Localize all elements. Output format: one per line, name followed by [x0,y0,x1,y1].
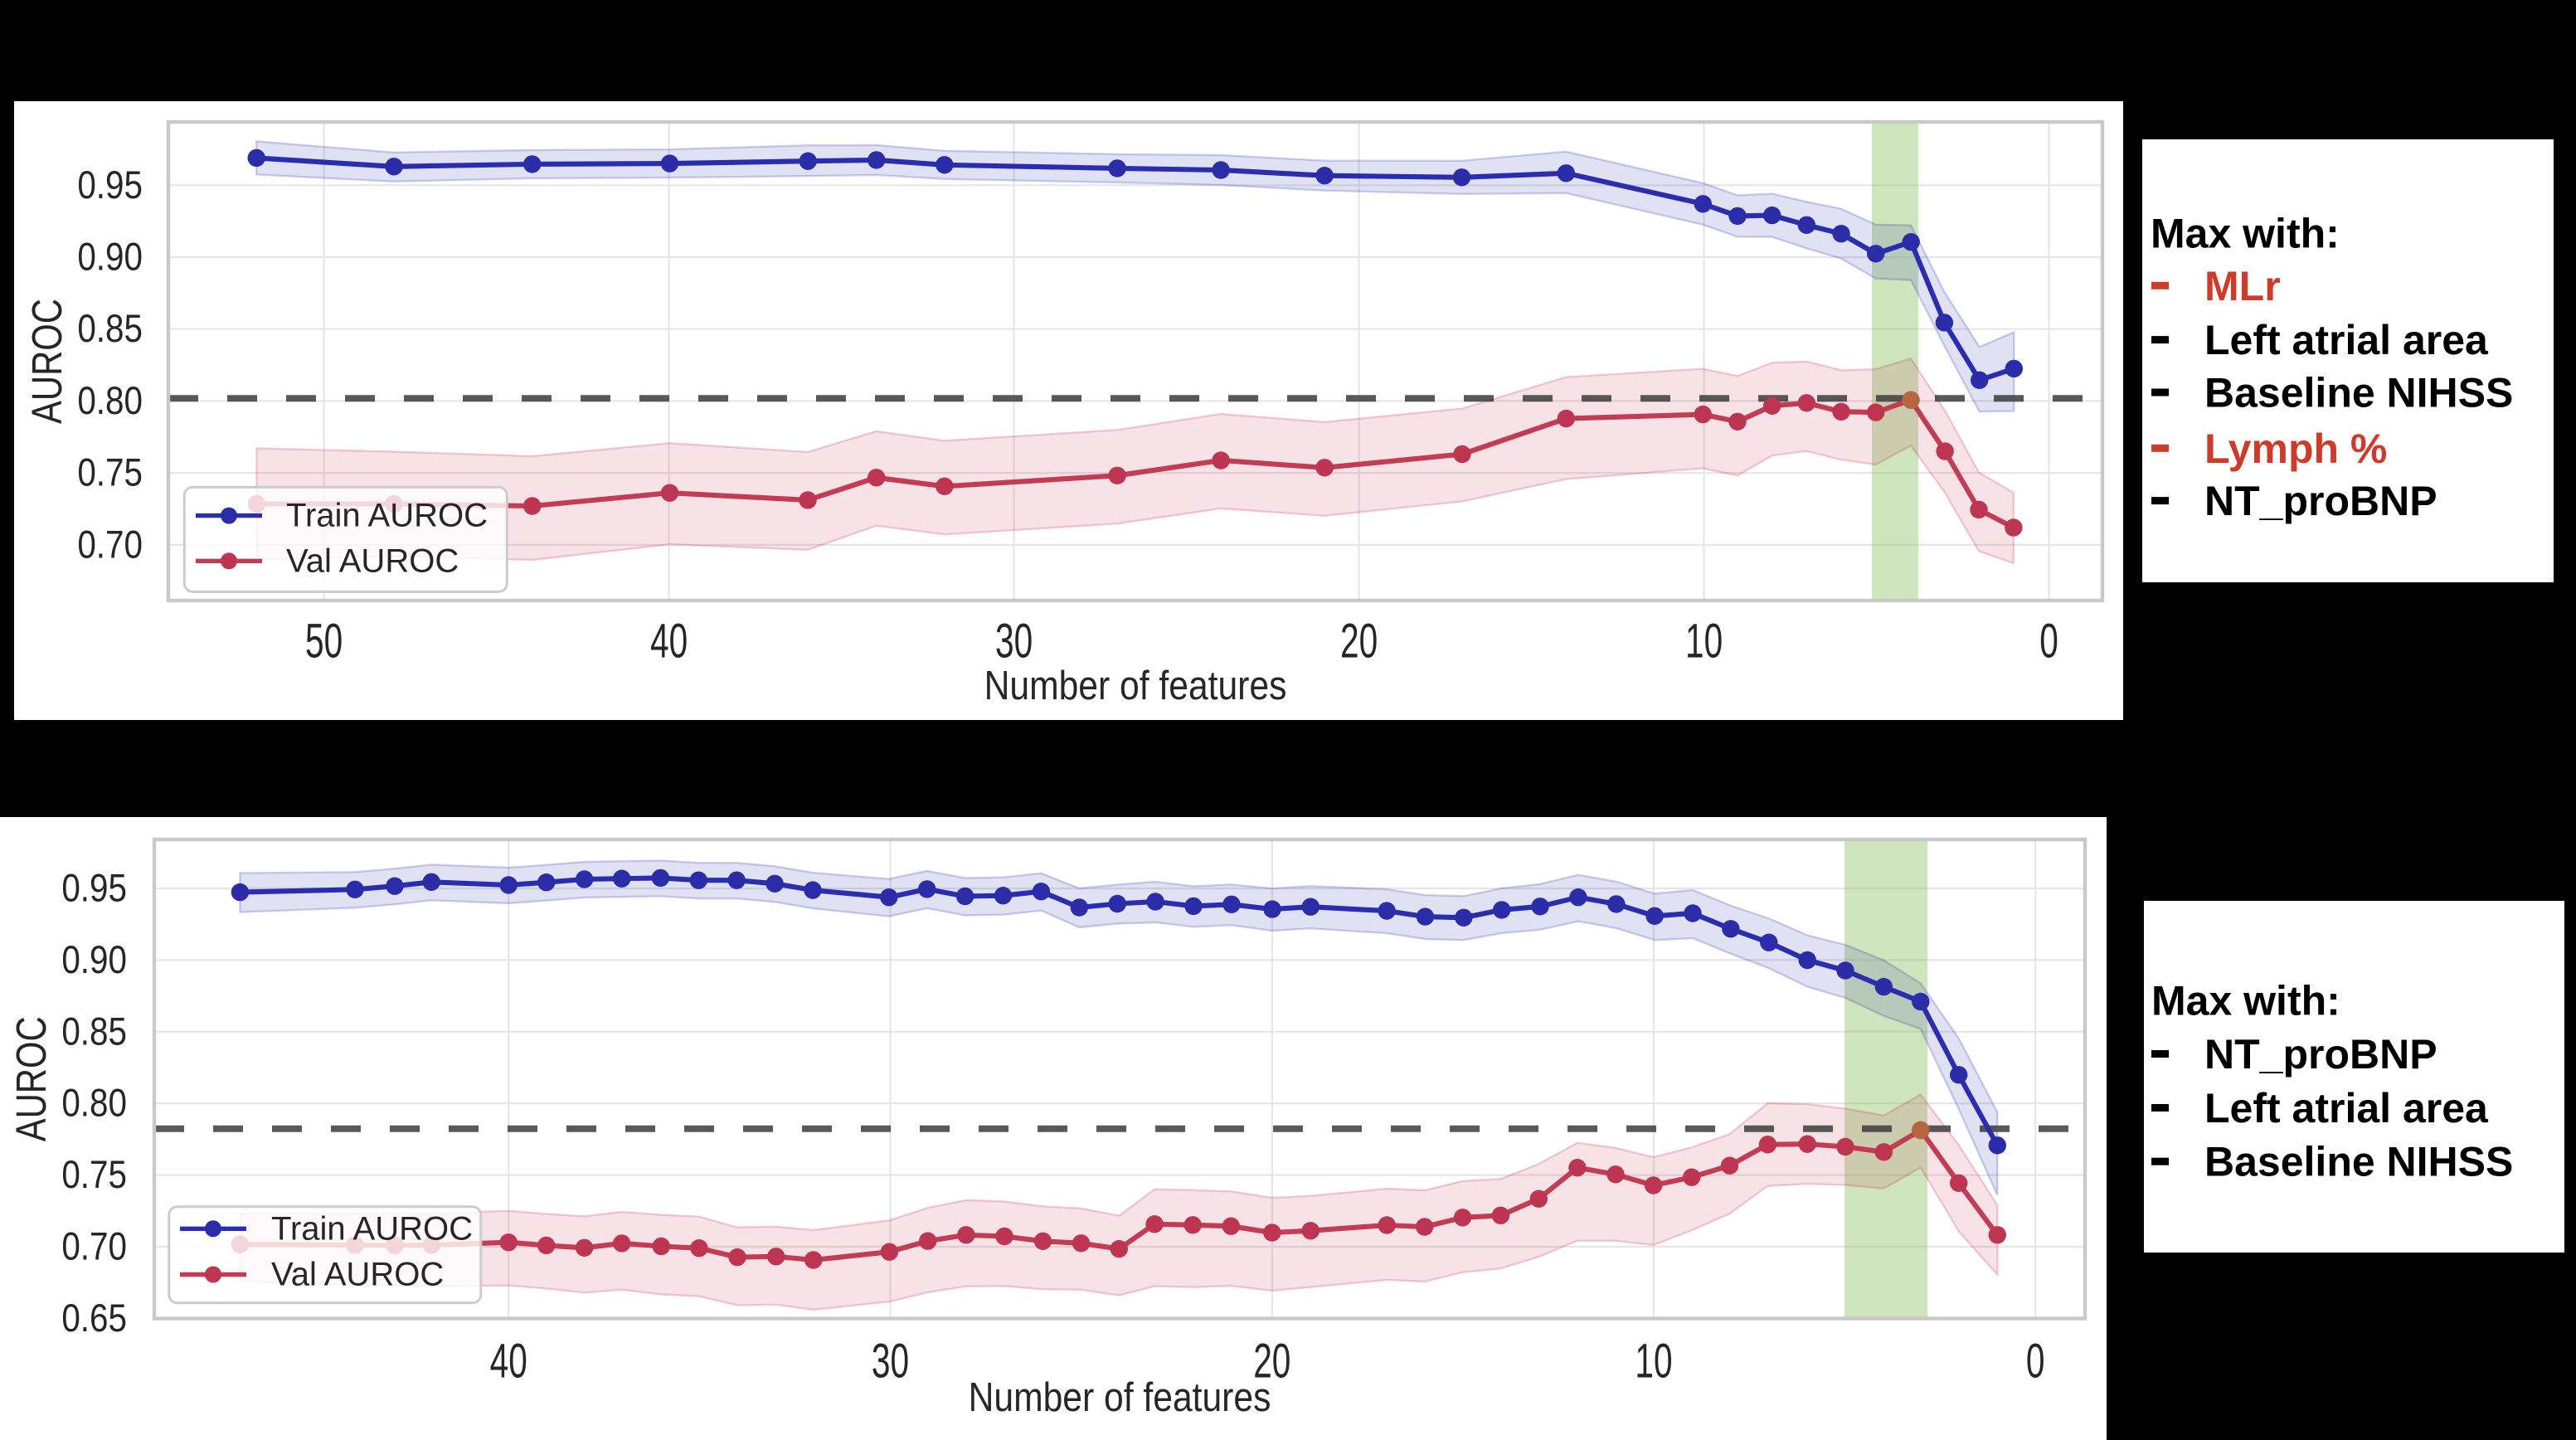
svg-text:0: 0 [2026,1335,2045,1389]
svg-text:Val AUROC: Val AUROC [286,542,459,579]
svg-text:Baseline NIHSS: Baseline NIHSS [2204,370,2513,416]
svg-text:Max with:: Max with: [2151,211,2340,257]
svg-text:Lymph %: Lymph % [2204,426,2387,472]
svg-text:0.85: 0.85 [61,1010,127,1054]
svg-text:0: 0 [2039,615,2058,669]
svg-text:NT_proBNP: NT_proBNP [2204,478,2437,524]
svg-text:0.80: 0.80 [61,1082,127,1126]
svg-text:NT_proBNP: NT_proBNP [2204,1031,2437,1078]
svg-text:Left atrial area: Left atrial area [2204,317,2489,363]
svg-text:AUROC: AUROC [23,299,70,424]
svg-text:20: 20 [1253,1335,1290,1389]
svg-text:0.70: 0.70 [61,1225,127,1269]
svg-text:Train AUROC: Train AUROC [271,1210,473,1247]
svg-text:30: 30 [872,1335,909,1389]
svg-text:0.70: 0.70 [77,523,143,567]
svg-text:0.80: 0.80 [77,379,143,423]
svg-text:40: 40 [490,1335,527,1389]
svg-text:Left atrial area: Left atrial area [2204,1085,2489,1131]
svg-text:0.65: 0.65 [61,1296,127,1340]
svg-text:0.90: 0.90 [77,236,143,280]
svg-text:0.95: 0.95 [61,867,127,911]
svg-text:10: 10 [1635,1335,1672,1389]
svg-text:0.95: 0.95 [77,163,143,207]
svg-text:10: 10 [1685,615,1723,669]
svg-text:0.85: 0.85 [77,307,143,351]
svg-text:Max with:: Max with: [2151,977,2340,1024]
svg-text:50: 50 [305,615,343,669]
svg-text:AUROC: AUROC [7,1016,55,1141]
svg-text:Train AUROC: Train AUROC [286,498,488,534]
svg-text:Baseline NIHSS: Baseline NIHSS [2204,1139,2513,1185]
svg-text:Val AUROC: Val AUROC [271,1257,444,1293]
svg-text:Number of features: Number of features [969,1374,1271,1419]
svg-text:40: 40 [650,615,688,669]
svg-text:MLr: MLr [2204,263,2281,309]
svg-text:0.75: 0.75 [61,1153,127,1197]
svg-text:20: 20 [1340,615,1378,669]
svg-text:Number of features: Number of features [984,662,1287,708]
svg-text:30: 30 [995,615,1033,669]
svg-text:0.90: 0.90 [61,938,127,982]
svg-text:0.75: 0.75 [77,451,143,495]
